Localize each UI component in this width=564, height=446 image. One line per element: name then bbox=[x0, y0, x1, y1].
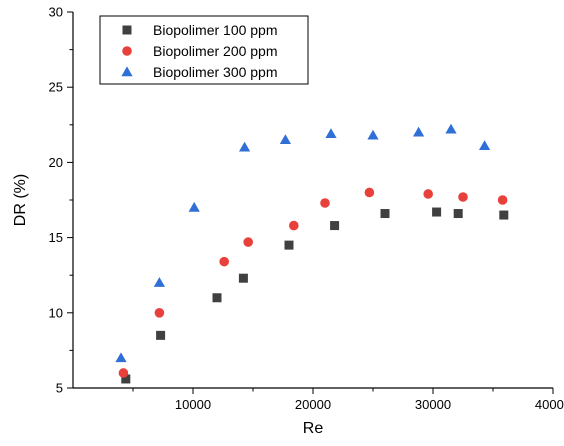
data-point bbox=[219, 256, 229, 267]
y-tick-label: 20 bbox=[49, 155, 63, 170]
series-1 bbox=[121, 207, 509, 384]
data-point bbox=[432, 207, 442, 217]
data-point bbox=[212, 293, 222, 303]
data-point bbox=[121, 374, 131, 384]
axes: 10000 20000 30000 40000 5 10 15 20 25 30 bbox=[49, 5, 564, 413]
data-point bbox=[153, 277, 165, 287]
series-2 bbox=[118, 187, 508, 378]
data-marks bbox=[115, 123, 509, 384]
data-point bbox=[154, 308, 165, 318]
data-point bbox=[413, 126, 425, 137]
x-axis-title: Re bbox=[303, 420, 324, 437]
data-point bbox=[238, 273, 248, 283]
legend-label: Biopolimer 200 ppm bbox=[153, 43, 278, 59]
data-point bbox=[156, 330, 166, 340]
data-point bbox=[453, 209, 463, 219]
data-point bbox=[188, 201, 200, 212]
data-point bbox=[279, 134, 291, 145]
data-point bbox=[458, 192, 468, 202]
legend-box bbox=[99, 15, 309, 85]
x-tick-label: 40000 bbox=[535, 397, 564, 412]
legend-marker bbox=[122, 46, 132, 56]
data-point bbox=[325, 128, 337, 139]
legend-label: Biopolimer 300 ppm bbox=[153, 64, 278, 80]
y-tick-label: 30 bbox=[49, 5, 63, 20]
data-point bbox=[115, 352, 127, 363]
x-tick-label: 20000 bbox=[295, 397, 331, 412]
y-tick-label: 25 bbox=[49, 80, 63, 95]
data-point bbox=[380, 209, 390, 219]
data-point bbox=[330, 221, 340, 231]
data-point bbox=[423, 189, 434, 199]
legend-marker bbox=[121, 66, 133, 77]
data-point bbox=[289, 220, 299, 231]
data-point bbox=[118, 368, 129, 378]
data-point bbox=[320, 198, 330, 208]
data-point bbox=[284, 240, 294, 250]
x-tick-label: 10000 bbox=[175, 397, 211, 412]
data-point bbox=[445, 123, 457, 134]
y-tick-label: 5 bbox=[56, 381, 63, 396]
y-tick-label: 10 bbox=[49, 305, 63, 320]
legend-label: Biopolimer 100 ppm bbox=[153, 22, 278, 38]
x-tick-label: 30000 bbox=[415, 397, 451, 412]
y-axis-title: DR (%) bbox=[12, 174, 29, 226]
data-point bbox=[367, 129, 379, 140]
legend-marker bbox=[122, 25, 132, 35]
data-point bbox=[243, 237, 253, 247]
series-3 bbox=[115, 123, 491, 363]
data-point bbox=[364, 187, 375, 198]
data-point bbox=[497, 195, 508, 205]
data-point bbox=[499, 210, 509, 220]
data-point bbox=[479, 140, 491, 151]
y-tick-label: 15 bbox=[49, 230, 63, 245]
legend: Biopolimer 100 ppm Biopolimer 200 ppm Biop… bbox=[99, 15, 309, 85]
data-point bbox=[239, 141, 251, 152]
